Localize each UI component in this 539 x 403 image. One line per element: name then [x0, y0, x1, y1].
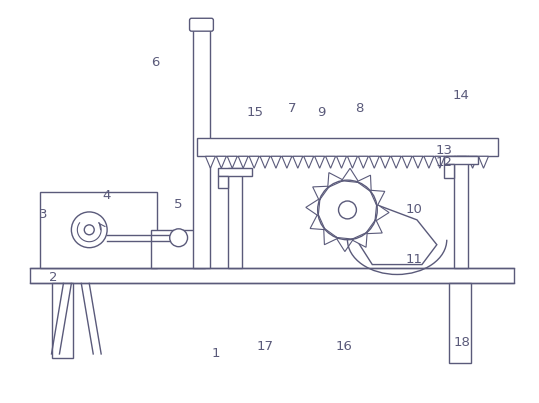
Polygon shape [391, 156, 401, 168]
FancyBboxPatch shape [190, 18, 213, 31]
Text: 11: 11 [405, 253, 423, 266]
Text: 2: 2 [49, 271, 58, 284]
Polygon shape [402, 156, 412, 168]
Polygon shape [351, 232, 367, 247]
Polygon shape [468, 156, 478, 168]
Polygon shape [457, 156, 467, 168]
Text: 12: 12 [436, 156, 452, 169]
Bar [192, 26, 210, 268]
Text: 3: 3 [39, 208, 48, 221]
Bar [218, 176, 229, 188]
Bar [52, 283, 73, 358]
Polygon shape [260, 156, 270, 168]
Polygon shape [336, 156, 347, 168]
Polygon shape [216, 156, 226, 168]
Polygon shape [205, 156, 216, 168]
Polygon shape [357, 175, 371, 192]
Polygon shape [310, 214, 325, 230]
Polygon shape [227, 156, 237, 168]
Bar [444, 156, 478, 164]
Polygon shape [375, 204, 389, 222]
Polygon shape [413, 156, 423, 168]
Polygon shape [315, 156, 324, 168]
Text: 5: 5 [175, 198, 183, 212]
Bar [39, 192, 157, 268]
Bar [449, 283, 471, 363]
Polygon shape [435, 156, 445, 168]
Text: 16: 16 [336, 341, 353, 353]
Bar [30, 268, 514, 283]
Bar [218, 168, 252, 176]
Polygon shape [313, 186, 329, 200]
Text: 6: 6 [151, 56, 160, 69]
Polygon shape [370, 190, 385, 206]
Circle shape [338, 201, 356, 219]
Circle shape [170, 229, 188, 247]
Polygon shape [249, 156, 259, 168]
Polygon shape [424, 156, 434, 168]
Text: 1: 1 [211, 347, 219, 360]
Polygon shape [380, 156, 390, 168]
Polygon shape [326, 156, 336, 168]
Polygon shape [446, 156, 455, 168]
Polygon shape [348, 156, 357, 168]
Polygon shape [271, 156, 281, 168]
Bar [454, 156, 468, 268]
Polygon shape [336, 237, 354, 251]
Polygon shape [369, 156, 379, 168]
Polygon shape [365, 219, 382, 234]
Text: 14: 14 [452, 89, 469, 102]
Circle shape [317, 180, 377, 240]
Text: 7: 7 [288, 102, 296, 115]
Text: 8: 8 [355, 102, 364, 115]
Polygon shape [238, 156, 248, 168]
Bar [229, 168, 242, 268]
Polygon shape [342, 168, 359, 183]
Bar [151, 230, 205, 268]
Bar [444, 164, 454, 178]
Bar [197, 139, 499, 156]
Polygon shape [328, 172, 344, 188]
Text: 18: 18 [453, 336, 470, 349]
Polygon shape [479, 156, 488, 168]
Polygon shape [306, 198, 320, 216]
Text: 15: 15 [247, 106, 264, 119]
Text: 17: 17 [257, 341, 273, 353]
Text: 10: 10 [405, 204, 423, 216]
Polygon shape [282, 156, 292, 168]
Polygon shape [342, 202, 437, 264]
Text: 9: 9 [317, 106, 326, 119]
Polygon shape [358, 156, 368, 168]
Text: 4: 4 [102, 189, 110, 202]
Circle shape [84, 225, 94, 235]
Polygon shape [304, 156, 314, 168]
Polygon shape [324, 228, 338, 245]
Text: 13: 13 [436, 144, 452, 157]
Polygon shape [293, 156, 303, 168]
Circle shape [71, 212, 107, 248]
